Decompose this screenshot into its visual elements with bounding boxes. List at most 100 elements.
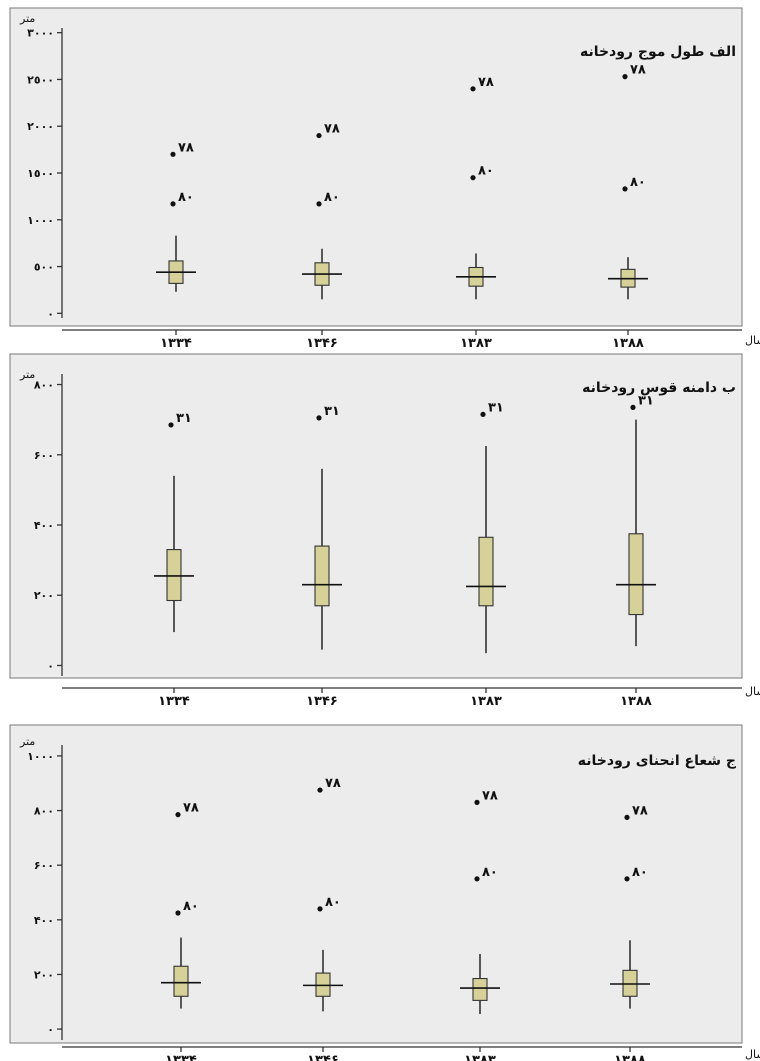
panel-meander-amplitude: متر سال ب دامنه قوس رودخانه ٠ ٢٠٠ ۴٠٠ ۶٠٠ ٨٠… — [9, 353, 760, 709]
y-tick-label: ٨٠٠ — [34, 379, 54, 392]
outlier-label: ٨٠ — [324, 190, 340, 205]
outlier-label: ٣١ — [488, 400, 504, 415]
box-1: ٧٨ ٨٠ — [303, 776, 343, 1012]
x-tick-label: ١٣٨٨ — [620, 694, 652, 709]
y-tick-label: ٢٠٠٠ — [27, 120, 54, 133]
iqr-box — [314, 545, 330, 607]
outlier-point — [624, 876, 630, 882]
iqr-box — [472, 977, 488, 1001]
outlier-label: ٨٠ — [478, 164, 494, 179]
y-tick-label: ۶٠٠ — [34, 449, 54, 462]
outlier-label: ٨٠ — [178, 190, 194, 205]
y-ticks: ٠ ٢٠٠ ۴٠٠ ۶٠٠ ٨٠٠ — [34, 379, 62, 672]
y-tick-label: ١٠٠٠ — [27, 750, 54, 763]
chart-title: ج شعاع انحنای رودخانه — [578, 753, 737, 769]
y-ticks: ٠ ٢٠٠ ۴٠٠ ۶٠٠ ٨٠٠ ١٠٠٠ — [27, 750, 62, 1036]
y-tick-label: ٠ — [47, 1023, 54, 1036]
outlier-point — [175, 910, 181, 916]
box-2: ٧٨ ٨٠ — [456, 75, 496, 300]
outlier-label: ٧٨ — [482, 788, 498, 803]
x-ticks: ١٣٣۴ ١٣۴۶ ١٣٨٣ ١٣٨٨ — [160, 330, 644, 351]
outlier-point — [470, 86, 476, 92]
y-tick-label: ٥٠٠ — [34, 261, 54, 274]
outlier-label: ٧٨ — [632, 803, 648, 818]
outlier-point — [316, 132, 322, 139]
panel-curvature-radius: متر سال ج شعاع انحنای رودخانه ٠ ٢٠٠ ۴٠٠ ۶٠٠… — [9, 724, 760, 1061]
y-tick-label: ٨٠٠ — [34, 805, 54, 818]
outlier-label: ٨٠ — [632, 865, 648, 880]
x-tick-label: ١٣٨٣ — [464, 1053, 496, 1061]
y-tick-label: ٢٠٠ — [34, 589, 54, 602]
outlier-point — [175, 812, 181, 818]
y-tick-label: ٢٥٠٠ — [27, 73, 54, 86]
box-3: ٧٨ ٨٠ — [610, 803, 650, 1009]
y-tick-label: ۴٠٠ — [34, 519, 54, 532]
y-tick-label: ۴٠٠ — [34, 914, 54, 927]
outlier-label: ٣١ — [176, 411, 192, 426]
x-tick-label: ١٣٨٨ — [614, 1053, 646, 1061]
panel-frame — [9, 7, 743, 327]
outlier-point — [170, 151, 176, 157]
y-axis-unit: متر — [19, 735, 35, 748]
outlier-point — [624, 814, 630, 820]
box-2: ٧٨ ٨٠ — [460, 788, 500, 1015]
outlier-point — [168, 422, 174, 428]
box-2: ٣١ — [466, 400, 506, 654]
iqr-box — [628, 533, 644, 616]
outlier-label: ٧٨ — [183, 801, 199, 816]
panel-frame — [9, 724, 743, 1044]
box-1: ٣١ — [302, 404, 342, 650]
y-tick-label: ۶٠٠ — [34, 859, 54, 872]
x-tick-label: ١٣٨٨ — [612, 336, 644, 351]
boxes: ٧٨ ٨٠ ٧٨ ٨٠ ٧٨ ٨٠ ٧٨ ٨٠ — [156, 63, 648, 300]
outlier-point — [317, 787, 323, 793]
outlier-label: ٣١ — [638, 393, 654, 408]
x-axis-label: سال — [745, 334, 760, 347]
box-0: ٧٨ ٨٠ — [156, 140, 196, 292]
y-axis-unit: متر — [19, 368, 35, 381]
chart-title: ب دامنه قوس رودخانه — [582, 380, 736, 396]
y-tick-label: ١٥٠٠ — [27, 167, 54, 180]
outlier-point — [470, 175, 476, 181]
outlier-label: ٧٨ — [178, 140, 194, 155]
chart-title: الف طول موج رودخانه — [580, 44, 736, 60]
x-tick-label: ١٣٨٣ — [470, 694, 502, 709]
outlier-label: ٨٠ — [482, 865, 498, 880]
outlier-label: ٣١ — [324, 404, 340, 419]
x-tick-label: ١٣۴۶ — [306, 336, 338, 351]
outlier-point — [474, 799, 480, 805]
outlier-label: ٧٨ — [630, 63, 646, 78]
outlier-point — [622, 74, 628, 80]
y-tick-label: ٣٠٠٠ — [27, 27, 54, 40]
outlier-point — [474, 876, 480, 882]
outlier-point — [316, 201, 322, 207]
y-tick-label: ٢٠٠ — [34, 968, 54, 981]
y-ticks: ٠ ٥٠٠ ١٠٠٠ ١٥٠٠ ٢٠٠٠ ٢٥٠٠ ٣٠٠٠ — [27, 27, 62, 320]
x-tick-label: ١٣۴۶ — [307, 1053, 339, 1061]
outlier-point — [622, 186, 628, 192]
outlier-point — [317, 906, 323, 912]
boxes: ٣١ ٣١ ٣١ ٣١ — [154, 393, 656, 654]
box-3: ٧٨ ٨٠ — [608, 63, 648, 300]
outlier-point — [630, 404, 636, 410]
outlier-label: ٨٠ — [183, 899, 199, 914]
x-tick-label: ١٣٣۴ — [160, 336, 192, 351]
panel-frame — [9, 353, 743, 679]
iqr-box — [478, 536, 494, 607]
outlier-label: ٧٨ — [478, 75, 494, 90]
iqr-box — [173, 965, 189, 997]
y-axis-unit: متر — [19, 12, 35, 25]
x-axis-label: سال — [745, 1048, 760, 1061]
outlier-label: ٨٠ — [325, 895, 341, 910]
x-ticks: ١٣٣۴ ١٣۴۶ ١٣٨٣ ١٣٨٨ — [165, 1047, 646, 1061]
outlier-point — [480, 411, 486, 417]
x-tick-label: ١٣٣۴ — [158, 694, 190, 709]
outlier-point — [170, 201, 176, 207]
outlier-label: ٨٠ — [630, 175, 646, 190]
box-0: ٣١ — [154, 411, 194, 633]
outlier-label: ٧٨ — [325, 776, 341, 791]
y-tick-label: ١٠٠٠ — [27, 214, 54, 227]
outlier-label: ٧٨ — [324, 122, 340, 137]
iqr-box — [166, 549, 182, 602]
